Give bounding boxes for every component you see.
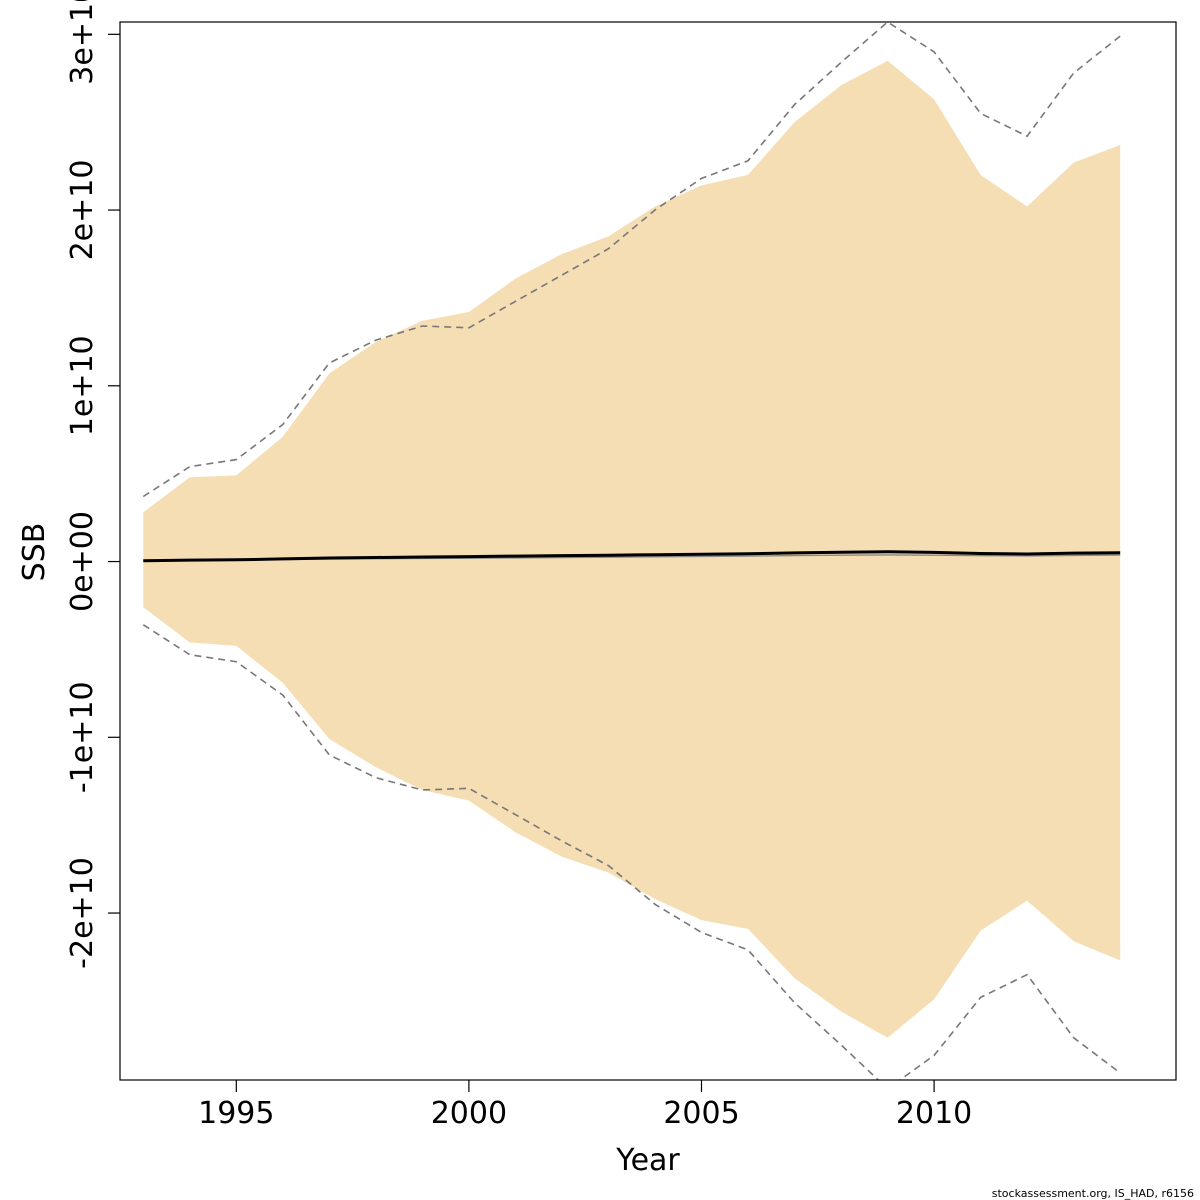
y-tick-label: -2e+10 [65, 857, 100, 969]
y-tick-label: -1e+10 [65, 681, 100, 793]
y-axis-title: SSB [17, 523, 52, 582]
median-line [143, 550, 1121, 563]
x-tick-label: 2005 [663, 1096, 739, 1131]
y-tick-label: 0e+00 [65, 511, 100, 612]
x-tick-label: 2010 [896, 1096, 972, 1131]
upper-dashed-line [142, 22, 1121, 498]
y-tick-label: 2e+10 [65, 160, 100, 261]
y-tick-label: 3e+10 [65, 0, 100, 85]
x-tick-label: 2000 [431, 1096, 507, 1131]
x-axis-title: Year [615, 1143, 680, 1178]
lower-dashed-line [142, 624, 1121, 1080]
plot-area [142, 22, 1121, 1080]
y-tick-label: 1e+10 [65, 335, 100, 436]
axes: 1995 2000 2005 2010 -2e+10 -1e+10 0e+00 1e+10 2e… [65, 0, 1177, 1131]
footer-credit: stockassessment.org, IS_HAD, r6156 [992, 1187, 1194, 1200]
confidence-band [143, 60, 1121, 1038]
x-tick-label: 1995 [198, 1096, 274, 1131]
series-group [142, 22, 1121, 1080]
plot-frame [119, 21, 1177, 1081]
